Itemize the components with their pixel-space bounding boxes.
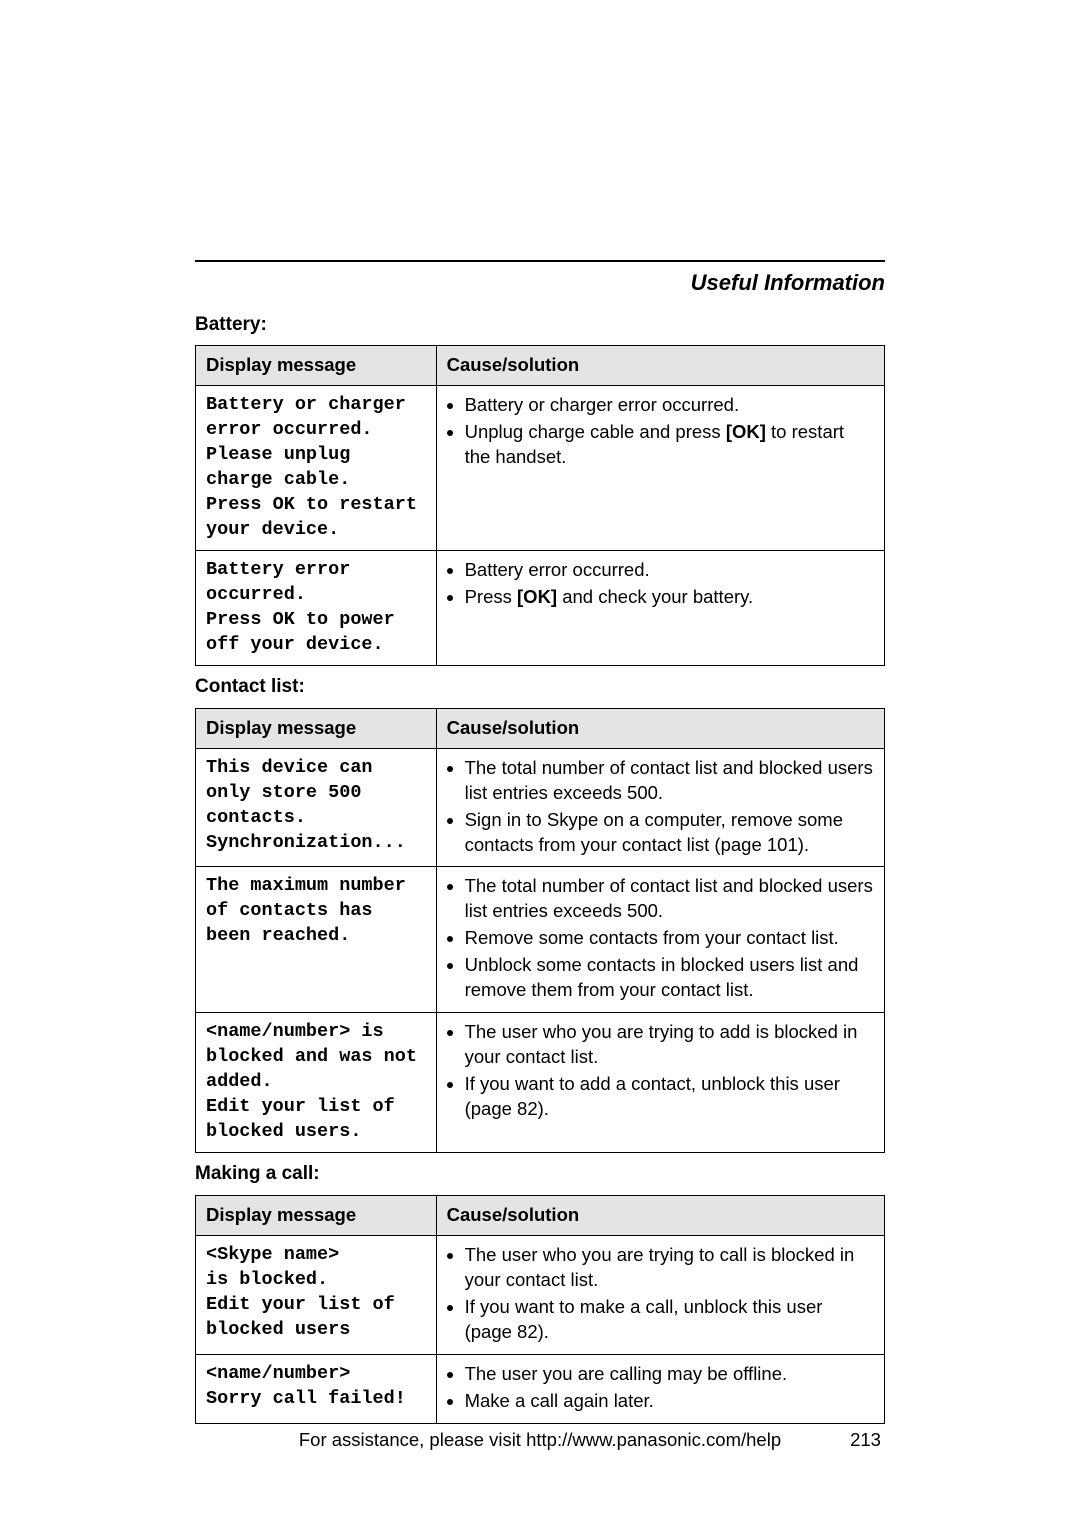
display-message-cell: <Skype name> is blocked. Edit your list … [196, 1235, 437, 1354]
msg-line: Synchronization... [206, 831, 426, 856]
msg-line: contacts. [206, 806, 426, 831]
col-cause-solution: Cause/solution [436, 1195, 884, 1235]
contacts-subhead: Contact list: [195, 674, 885, 700]
msg-line: occurred. [206, 583, 426, 608]
page-number: 213 [850, 1428, 881, 1453]
msg-line: <Skype name> [206, 1243, 426, 1268]
cause-item: Sign in to Skype on a computer, remove s… [465, 808, 874, 858]
msg-line: blocked users. [206, 1120, 426, 1145]
cause-cell: The total number of contact list and blo… [436, 748, 884, 867]
cause-item: The total number of contact list and blo… [465, 756, 874, 806]
cause-item: The total number of contact list and blo… [465, 874, 874, 924]
display-message-cell: <name/number> is blocked and was not add… [196, 1013, 437, 1153]
msg-line: Battery error [206, 558, 426, 583]
msg-line: <name/number> is [206, 1020, 426, 1045]
msg-line: Sorry call failed! [206, 1387, 426, 1412]
cause-cell: The user who you are trying to add is bl… [436, 1013, 884, 1153]
msg-line: Edit your list of [206, 1293, 426, 1318]
cause-item: The user you are calling may be offline. [465, 1362, 874, 1387]
cause-cell: The total number of contact list and blo… [436, 867, 884, 1013]
call-subhead: Making a call: [195, 1161, 885, 1187]
footer-text: For assistance, please visit http://www.… [299, 1428, 781, 1453]
table-row: Battery or charger error occurred. Pleas… [196, 386, 885, 551]
table-row: <name/number> is blocked and was not add… [196, 1013, 885, 1153]
table-header-row: Display message Cause/solution [196, 346, 885, 386]
section-title: Useful Information [195, 268, 885, 298]
battery-subhead: Battery: [195, 312, 885, 338]
msg-line: is blocked. [206, 1268, 426, 1293]
cause-text: Press [465, 586, 517, 607]
msg-line: added. [206, 1070, 426, 1095]
msg-line: Please unplug [206, 443, 426, 468]
cause-item: Make a call again later. [465, 1389, 874, 1414]
cause-item: Battery error occurred. [465, 558, 874, 583]
cause-item: Battery or charger error occurred. [465, 393, 874, 418]
display-message-cell: Battery error occurred. Press OK to powe… [196, 551, 437, 666]
msg-line: error occurred. [206, 418, 426, 443]
ok-button-label: [OK] [517, 586, 557, 607]
call-table: Display message Cause/solution <Skype na… [195, 1195, 885, 1424]
col-cause-solution: Cause/solution [436, 346, 884, 386]
cause-item: If you want to add a contact, unblock th… [465, 1072, 874, 1122]
cause-cell: Battery error occurred. Press [OK] and c… [436, 551, 884, 666]
cause-item: Remove some contacts from your contact l… [465, 926, 874, 951]
cause-item: Unblock some contacts in blocked users l… [465, 953, 874, 1003]
display-message-cell: The maximum number of contacts has been … [196, 867, 437, 1013]
msg-line: charge cable. [206, 468, 426, 493]
ok-button-label: [OK] [726, 421, 766, 442]
page-footer: 000 For assistance, please visit http://… [195, 1428, 885, 1453]
msg-line: Edit your list of [206, 1095, 426, 1120]
msg-line: Press OK to restart [206, 493, 426, 518]
msg-line: This device can [206, 756, 426, 781]
table-row: This device can only store 500 contacts.… [196, 748, 885, 867]
top-rule [195, 260, 885, 262]
msg-line: only store 500 [206, 781, 426, 806]
msg-line: off your device. [206, 633, 426, 658]
cause-cell: The user who you are trying to call is b… [436, 1235, 884, 1354]
table-row: The maximum number of contacts has been … [196, 867, 885, 1013]
col-display-message: Display message [196, 708, 437, 748]
msg-line: blocked users [206, 1318, 426, 1343]
msg-line: Battery or charger [206, 393, 426, 418]
msg-line: <name/number> [206, 1362, 426, 1387]
contacts-table: Display message Cause/solution This devi… [195, 708, 885, 1154]
display-message-cell: <name/number> Sorry call failed! [196, 1354, 437, 1423]
msg-line: Press OK to power [206, 608, 426, 633]
table-row: <Skype name> is blocked. Edit your list … [196, 1235, 885, 1354]
msg-line: of contacts has [206, 899, 426, 924]
cause-item: Press [OK] and check your battery. [465, 585, 874, 610]
col-display-message: Display message [196, 1195, 437, 1235]
display-message-cell: Battery or charger error occurred. Pleas… [196, 386, 437, 551]
cause-item: Unplug charge cable and press [OK] to re… [465, 420, 874, 470]
cause-item: The user who you are trying to call is b… [465, 1243, 874, 1293]
display-message-cell: This device can only store 500 contacts.… [196, 748, 437, 867]
cause-text: and check your battery. [557, 586, 753, 607]
msg-line: The maximum number [206, 874, 426, 899]
cause-text: Unplug charge cable and press [465, 421, 726, 442]
battery-table: Display message Cause/solution Battery o… [195, 345, 885, 666]
table-row: <name/number> Sorry call failed! The use… [196, 1354, 885, 1423]
cause-item: If you want to make a call, unblock this… [465, 1295, 874, 1345]
msg-line: been reached. [206, 924, 426, 949]
cause-cell: The user you are calling may be offline.… [436, 1354, 884, 1423]
msg-line: your device. [206, 518, 426, 543]
col-cause-solution: Cause/solution [436, 708, 884, 748]
msg-line: blocked and was not [206, 1045, 426, 1070]
cause-item: The user who you are trying to add is bl… [465, 1020, 874, 1070]
table-header-row: Display message Cause/solution [196, 1195, 885, 1235]
table-row: Battery error occurred. Press OK to powe… [196, 551, 885, 666]
col-display-message: Display message [196, 346, 437, 386]
table-header-row: Display message Cause/solution [196, 708, 885, 748]
cause-cell: Battery or charger error occurred. Unplu… [436, 386, 884, 551]
